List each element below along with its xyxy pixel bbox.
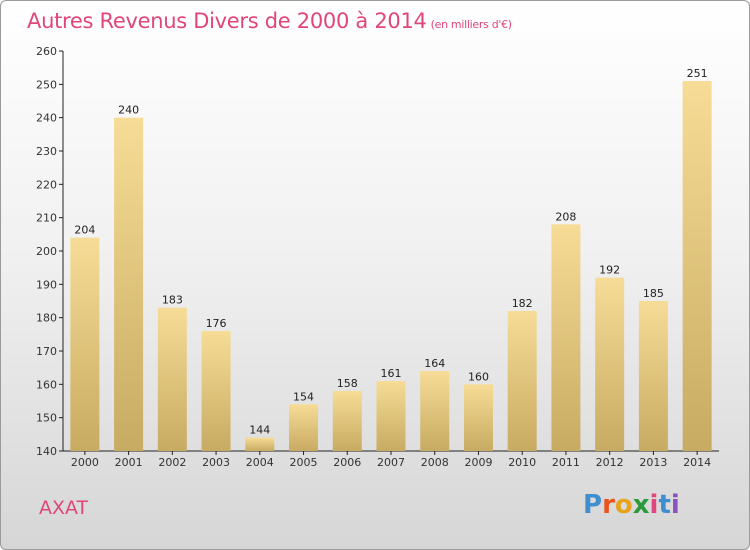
bar — [70, 237, 100, 451]
bar — [114, 117, 144, 452]
x-tick-label: 2008 — [421, 456, 449, 469]
x-tick-label: 2003 — [202, 456, 230, 469]
bar — [463, 384, 493, 451]
bar-value-label: 251 — [687, 67, 708, 80]
bar-value-label: 192 — [599, 264, 620, 277]
y-tick-label: 190 — [36, 278, 57, 291]
x-tick-label: 2012 — [596, 456, 624, 469]
brand-logo-letter: o — [614, 490, 633, 520]
brand-logo-letter: i — [649, 490, 659, 520]
bar — [420, 371, 450, 451]
y-tick-label: 160 — [36, 378, 57, 391]
y-tick-label: 210 — [36, 212, 57, 225]
x-tick-label: 2006 — [333, 456, 361, 469]
brand-logo-letter: t — [658, 490, 671, 520]
y-tick-label: 140 — [36, 445, 57, 458]
bar — [682, 81, 712, 451]
x-tick-label: 2002 — [158, 456, 186, 469]
bar-value-label: 240 — [118, 104, 139, 117]
chart-title: Autres Revenus Divers de 2000 à 2014 (en … — [27, 9, 512, 33]
chart-subtitle: (en milliers d'€) — [430, 18, 512, 31]
bar — [332, 391, 362, 451]
bar-value-label: 182 — [512, 297, 533, 310]
brand-logo: Proxiti — [583, 490, 680, 520]
y-tick-label: 240 — [36, 112, 57, 125]
bar — [157, 307, 187, 451]
brand-logo-letter: P — [583, 490, 603, 520]
x-tick-label: 2009 — [464, 456, 492, 469]
x-tick-label: 2001 — [115, 456, 143, 469]
brand-logo-letter: x — [632, 490, 650, 520]
bar-value-label: 176 — [206, 317, 227, 330]
y-tick-label: 150 — [36, 412, 57, 425]
y-tick-label: 260 — [36, 45, 57, 58]
bar — [507, 311, 537, 451]
bar-value-label: 154 — [293, 390, 314, 403]
x-tick-label: 2000 — [71, 456, 99, 469]
brand-logo-letter: r — [602, 490, 615, 520]
bar — [201, 331, 231, 451]
x-tick-label: 2004 — [246, 456, 274, 469]
bar — [551, 224, 581, 451]
brand-logo-letter: i — [670, 490, 680, 520]
y-tick-label: 180 — [36, 312, 57, 325]
y-tick-label: 170 — [36, 345, 57, 358]
bar — [376, 381, 406, 451]
x-tick-label: 2013 — [639, 456, 667, 469]
bar-value-label: 204 — [74, 224, 95, 237]
bar — [245, 437, 275, 451]
x-tick-label: 2007 — [377, 456, 405, 469]
commune-name: AXAT — [39, 497, 89, 519]
y-tick-label: 200 — [36, 245, 57, 258]
chart-title-text: Autres Revenus Divers de 2000 à 2014 — [27, 9, 427, 33]
bar-value-label: 183 — [162, 294, 183, 307]
bar-value-label: 160 — [468, 370, 489, 383]
bar — [595, 277, 625, 451]
bar-value-label: 161 — [381, 367, 402, 380]
bar-value-label: 144 — [249, 424, 270, 437]
x-tick-label: 2011 — [552, 456, 580, 469]
bar-value-label: 164 — [424, 357, 445, 370]
x-tick-label: 2014 — [683, 456, 711, 469]
bar — [289, 404, 319, 451]
bar — [638, 301, 668, 451]
x-tick-label: 2010 — [508, 456, 536, 469]
y-tick-label: 250 — [36, 78, 57, 91]
bar-value-label: 208 — [555, 210, 576, 223]
bar-value-label: 185 — [643, 287, 664, 300]
x-tick-label: 2005 — [290, 456, 318, 469]
y-tick-label: 230 — [36, 145, 57, 158]
bar-value-label: 158 — [337, 377, 358, 390]
y-tick-label: 220 — [36, 178, 57, 191]
